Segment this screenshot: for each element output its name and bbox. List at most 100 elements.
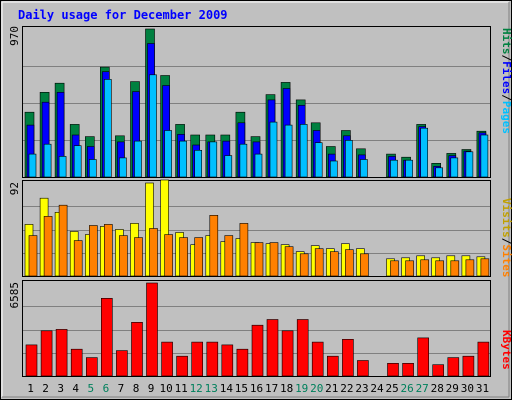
legend-files: Files xyxy=(500,61,512,94)
bar-kbytes-day-30 xyxy=(462,355,475,377)
bar-sites-day-21 xyxy=(329,251,339,277)
bar-pages-day-30 xyxy=(465,151,474,178)
x-label-day-19: 19 xyxy=(295,382,308,395)
bar-kbytes-day-31 xyxy=(477,341,490,377)
legend-separator: / xyxy=(500,55,512,62)
x-label-day-30: 30 xyxy=(461,382,474,395)
x-label-day-2: 2 xyxy=(42,382,49,395)
bar-sites-day-6 xyxy=(104,224,113,277)
bar-pages-day-8 xyxy=(134,140,142,178)
panel-2-legend: Visits/Sites xyxy=(500,198,512,278)
x-label-day-9: 9 xyxy=(148,382,155,395)
bar-pages-day-6 xyxy=(104,79,112,178)
bar-pages-day-17 xyxy=(269,121,278,178)
panel-2-bars xyxy=(24,179,490,277)
panel-2-max-label: 92 xyxy=(8,182,21,195)
bar-sites-day-22 xyxy=(345,249,354,277)
x-label-day-8: 8 xyxy=(133,382,140,395)
legend-pages: Pages xyxy=(500,101,512,134)
x-label-day-20: 20 xyxy=(310,382,323,395)
legend-text: Visits/Sites xyxy=(500,198,512,278)
bar-sites-day-11 xyxy=(179,237,188,277)
legend-separator: / xyxy=(500,238,512,245)
bar-sites-day-25 xyxy=(390,260,399,277)
bar-sites-day-31 xyxy=(480,258,490,277)
panel-3-max-label: 6585 xyxy=(8,282,21,309)
bar-pages-day-1 xyxy=(28,153,37,178)
bar-sites-day-29 xyxy=(450,260,460,277)
bar-kbytes-day-27 xyxy=(417,337,430,377)
x-label-day-31: 31 xyxy=(476,382,489,395)
x-label-day-27: 27 xyxy=(416,382,429,395)
bar-kbytes-day-1 xyxy=(25,344,38,377)
panel-hits-files-pages: 970 Hits/Files/Pages xyxy=(8,26,512,178)
panel-1-bars xyxy=(24,28,489,178)
bar-sites-day-16 xyxy=(254,242,264,277)
bar-kbytes-day-15 xyxy=(236,348,249,377)
bar-kbytes-day-21 xyxy=(326,355,339,377)
bar-sites-day-14 xyxy=(224,235,234,277)
bar-kbytes-day-9 xyxy=(146,282,158,377)
bar-pages-day-5 xyxy=(89,159,97,178)
bar-kbytes-day-20 xyxy=(311,341,324,377)
bar-pages-day-26 xyxy=(405,159,413,178)
bar-pages-day-28 xyxy=(435,167,444,178)
x-label-day-1: 1 xyxy=(27,382,34,395)
legend-text: Hits/Files/Pages xyxy=(500,28,512,134)
panel-3-frame xyxy=(22,280,491,377)
bar-sites-day-28 xyxy=(435,260,445,277)
legend-kbytes: KBytes xyxy=(500,330,512,370)
x-label-day-24: 24 xyxy=(370,382,384,395)
bar-pages-day-31 xyxy=(480,134,489,178)
bar-sites-day-26 xyxy=(405,260,414,277)
panel-2-frame xyxy=(22,180,491,277)
panel-3-legend: KBytes xyxy=(500,330,512,370)
x-label-day-13: 13 xyxy=(205,382,218,395)
panel-kbytes: 6585 KBytes xyxy=(8,280,512,377)
bar-kbytes-day-5 xyxy=(86,357,98,377)
bar-pages-day-15 xyxy=(239,143,248,178)
bar-pages-day-12 xyxy=(194,150,202,178)
chart-title: Daily usage for December 2009 xyxy=(18,8,228,22)
bar-sites-day-17 xyxy=(269,242,279,277)
x-label-day-5: 5 xyxy=(87,382,94,395)
bar-sites-day-2 xyxy=(43,216,53,277)
bar-pages-day-29 xyxy=(450,157,459,178)
bar-kbytes-day-22 xyxy=(342,338,354,377)
legend-separator: / xyxy=(500,94,512,101)
bar-kbytes-day-10 xyxy=(161,341,173,377)
panel-1-frame xyxy=(22,26,491,178)
bar-sites-day-4 xyxy=(73,240,83,277)
bar-sites-day-23 xyxy=(360,253,369,277)
bar-sites-day-18 xyxy=(284,246,294,277)
x-label-day-14: 14 xyxy=(220,382,234,395)
bar-pages-day-19 xyxy=(299,124,308,178)
bar-kbytes-day-4 xyxy=(70,348,83,377)
bar-kbytes-day-18 xyxy=(281,330,294,377)
x-label-day-22: 22 xyxy=(340,382,353,395)
bar-sites-day-10 xyxy=(164,234,173,277)
legend-hits: Hits xyxy=(500,28,512,55)
bar-pages-day-18 xyxy=(284,124,293,178)
x-label-day-4: 4 xyxy=(72,382,79,395)
legend-sites: Sites xyxy=(500,244,512,277)
bar-pages-day-14 xyxy=(224,155,233,178)
x-label-day-28: 28 xyxy=(431,382,444,395)
bar-sites-day-3 xyxy=(58,204,68,277)
x-label-day-21: 21 xyxy=(325,382,338,395)
bar-sites-day-7 xyxy=(119,235,128,277)
bar-kbytes-day-19 xyxy=(296,319,309,377)
bar-kbytes-day-23 xyxy=(357,360,369,377)
bar-kbytes-day-6 xyxy=(101,297,113,377)
bar-pages-day-27 xyxy=(420,127,429,178)
bar-sites-day-1 xyxy=(28,235,38,277)
x-label-day-6: 6 xyxy=(103,382,110,395)
bar-pages-day-2 xyxy=(43,143,52,178)
panel-3-bars xyxy=(25,282,490,377)
bar-kbytes-day-12 xyxy=(191,341,203,377)
bar-kbytes-day-14 xyxy=(221,344,234,377)
bar-kbytes-day-2 xyxy=(40,330,53,377)
x-label-day-11: 11 xyxy=(175,382,188,395)
x-label-day-10: 10 xyxy=(159,382,172,395)
